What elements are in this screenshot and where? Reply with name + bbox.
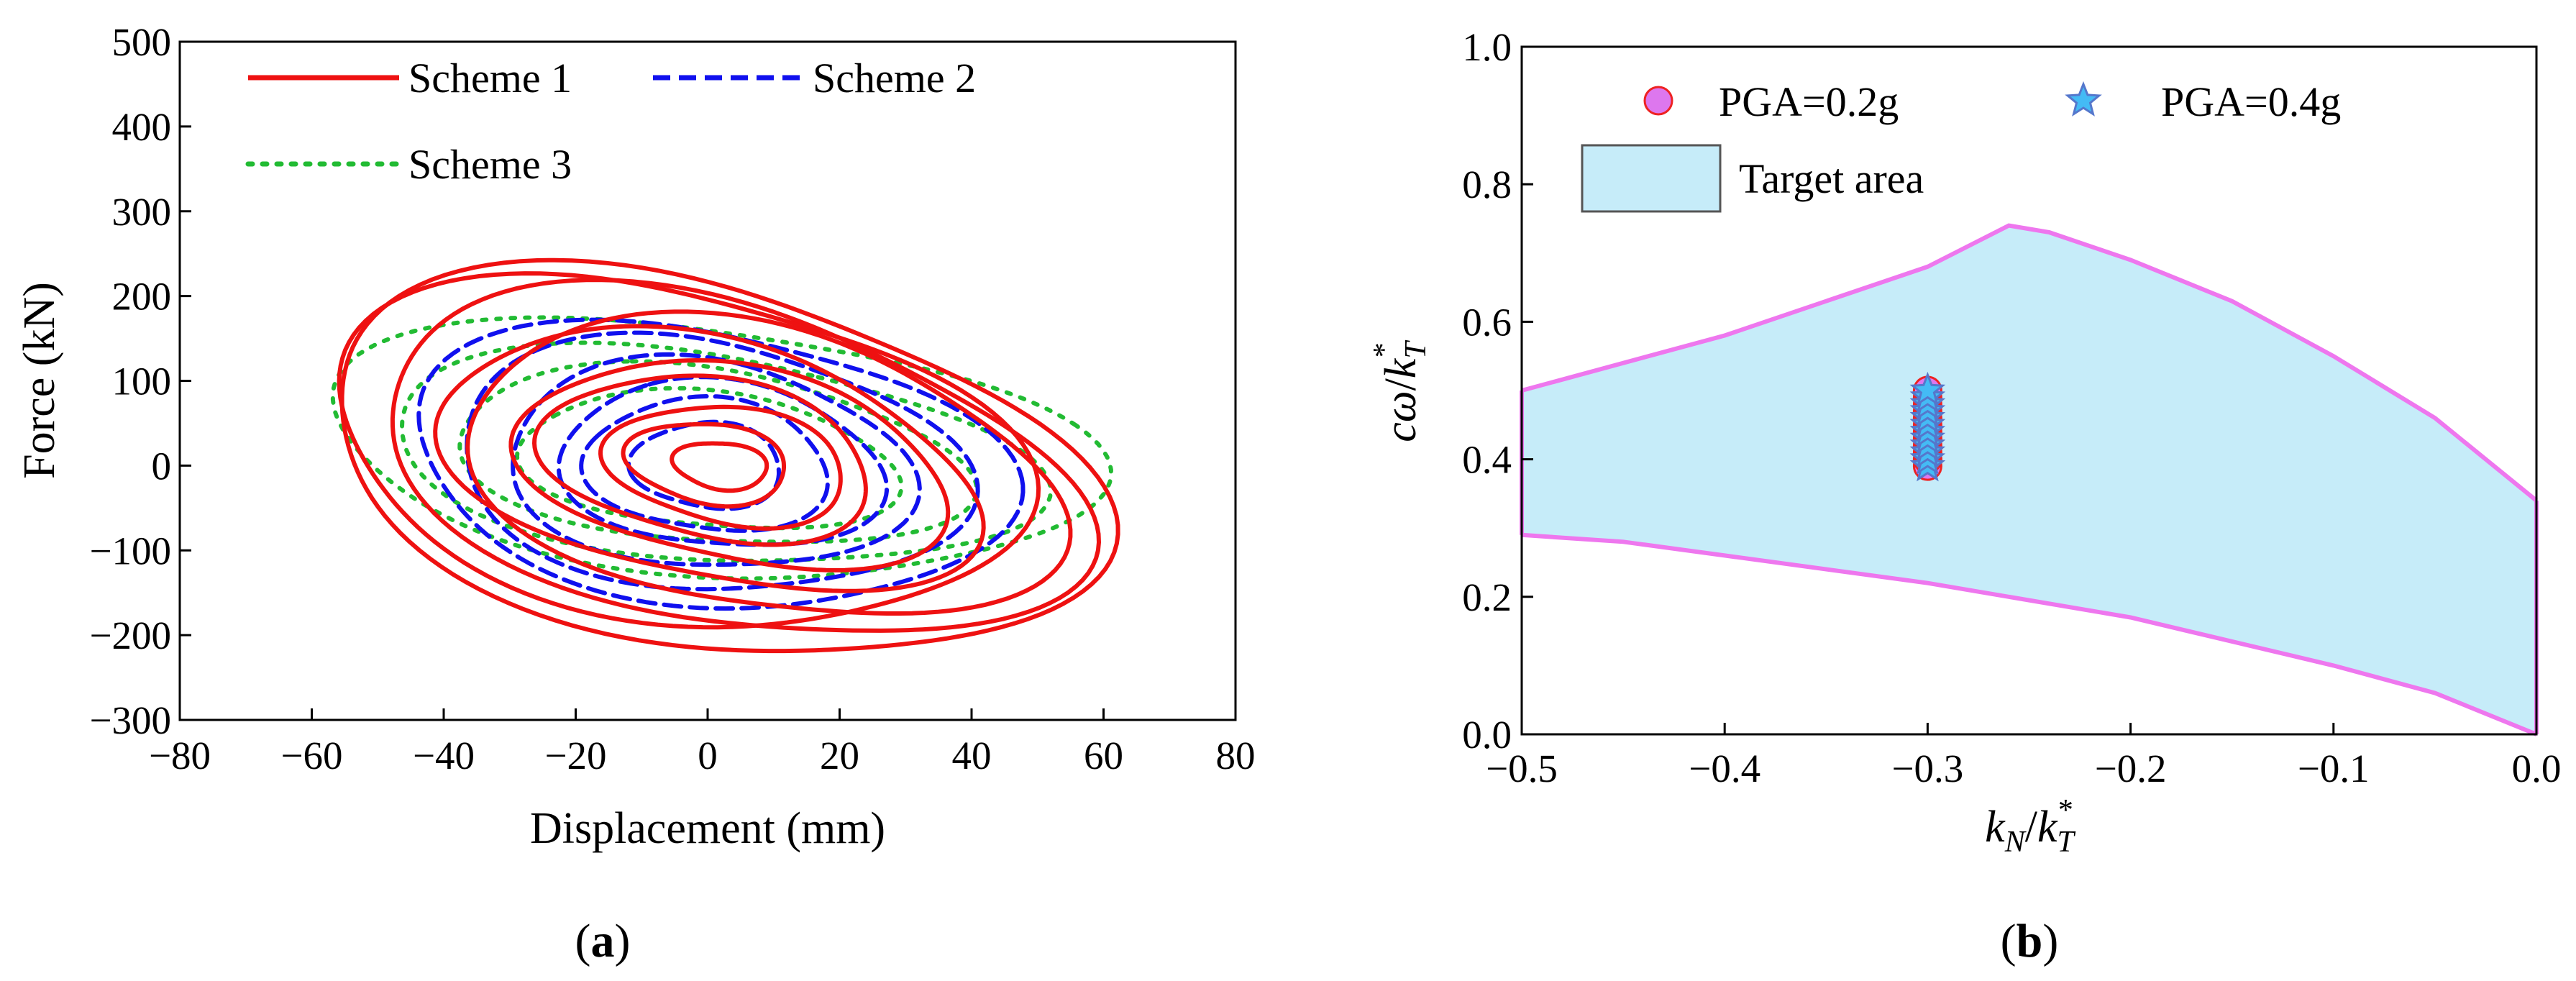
y-label-slash: / [1376,378,1425,391]
panel-a-x-axis-label: Displacement (mm) [530,804,885,853]
legend-label-scheme-2: Scheme 2 [813,55,976,101]
panel-a-x-tick-label: −40 [413,734,475,777]
panel-a-x-tick-label: −20 [544,734,606,777]
hysteresis-loop-scheme-1 [433,324,986,593]
legend-swatch-target-area [1581,144,1722,213]
legend-label-pga-0-4g: PGA=0.4g [2161,78,2341,125]
panel-b-target-area [1522,225,2536,735]
panel-a-caption: (a) [575,915,631,967]
hysteresis-loop-scheme-1 [337,271,1041,630]
hysteresis-loop-scheme-1 [390,278,1102,633]
panel-b-y-tick-label: 0.2 [1462,575,1512,619]
panel-b-target-area-lower-boundary [1521,532,2538,736]
hysteresis-loop-scheme-1 [508,357,951,572]
panel-b-y-ticks: 0.0 0.2 0.4 0.6 0.8 1.0 [1462,25,1533,757]
hysteresis-loop-scheme-2 [511,352,922,567]
panel-a-y-tick-label: −300 [89,698,171,742]
hysteresis-loop-scheme-1 [531,373,868,547]
panel-b-y-tick-label: 0.4 [1462,438,1512,482]
panel-b-parameter-chart: −0.5 −0.4 −0.3 −0.2 −0.1 0.0 0.0 0.2 0.4 0.6 0.8 1… [1368,25,2561,967]
panel-b-plot-frame [1520,45,2538,736]
panel-b-x-tick-label: −0.2 [2095,747,2167,790]
hysteresis-loop-scheme-1 [339,257,1120,654]
hysteresis-loop-scheme-2 [626,419,781,511]
panel-b-x-tick-label: 0.0 [2512,747,2562,790]
panel-b-caption: (b) [2001,915,2059,967]
panel-b-y-tick-label: 0.6 [1462,300,1512,344]
panel-a-loops [330,257,1120,654]
hysteresis-loop-scheme-1 [598,404,843,531]
legend-marker-pga-0-2g [1643,86,1673,116]
hysteresis-loop-scheme-2 [465,330,980,592]
legend-label-scheme-3: Scheme 3 [408,141,572,188]
panel-b-caption-letter: b [2017,915,2043,967]
panel-a-x-tick-label: 80 [1216,734,1256,777]
panel-a-x-tick-label: 0 [698,734,718,777]
panel-a-y-tick-label: 0 [152,444,172,488]
panel-a-legend: Scheme 1 Scheme 2 Scheme 3 [245,55,976,188]
panel-a-caption-letter: a [591,915,615,967]
x-label-slash: / [2025,803,2038,852]
x-label-sub-t: T [2057,826,2075,859]
panel-a-y-tick-label: −100 [89,529,171,572]
panel-b-x-tick-label: −0.1 [2298,747,2370,790]
panel-b-x-tick-label: −0.4 [1689,747,1760,790]
panel-a-y-tick-label: 100 [112,360,172,403]
panel-b-y-tick-label: 0.8 [1462,163,1512,206]
hysteresis-loop-scheme-2 [579,394,830,533]
x-label-k2: k [2037,803,2058,852]
hysteresis-loop-scheme-1 [621,421,786,509]
legend-label-target-area: Target area [1739,155,1924,202]
panel-a-x-tick-label: 20 [820,734,859,777]
panel-a-y-ticks: −300 −200 −100 0 100 200 300 400 500 [89,20,191,742]
legend-label-pga-0-2g: PGA=0.2g [1719,78,1899,125]
panel-b-legend: PGA=0.2g PGA=0.4g Target area [1581,78,2341,213]
legend-marker-pga-0-4g [2065,81,2102,117]
hysteresis-loop-scheme-3 [330,315,1113,581]
scatter-point-pga-0-4g [1909,371,1946,406]
panel-b-x-tick-label: −0.3 [1892,747,1964,790]
panel-a-x-tick-label: 60 [1084,734,1123,777]
panel-b-x-axis-label: kN/kT* [1985,794,2075,859]
panel-a-x-ticks: −80 −60 −40 −20 0 20 40 60 80 [149,708,1256,777]
x-label-star: * [2058,794,2073,827]
panel-a-y-tick-label: 500 [112,20,172,64]
panel-a-y-tick-label: 400 [112,105,172,149]
panel-b-x-ticks: −0.5 −0.4 −0.3 −0.2 −0.1 0.0 [1486,723,2561,790]
panel-b-target-area-upper-boundary [1521,223,2538,503]
y-label-c-omega: cω [1376,391,1425,442]
x-label-sub-n: N [2004,826,2027,859]
panel-a-y-axis-label: Force (kN) [15,282,64,479]
panel-a-y-tick-label: 300 [112,190,172,234]
legend-label-scheme-1: Scheme 1 [408,55,572,101]
panel-a-y-tick-label: −200 [89,613,171,657]
y-label-k: k [1376,357,1425,378]
panel-b-y-tick-label: 1.0 [1462,25,1512,69]
panel-a-x-tick-label: −80 [149,734,211,777]
hysteresis-loop-scheme-1 [465,309,1073,616]
y-label-star: * [1368,342,1401,357]
x-label-k: k [1985,803,2006,852]
panel-b-y-axis-label: cω/kT* [1368,340,1433,442]
panel-b-scatter-points [1909,371,1946,482]
hysteresis-loop-scheme-1 [670,441,769,493]
panel-a-y-tick-label: 200 [112,275,172,319]
panel-b-x-tick-label: −0.5 [1486,747,1558,790]
panel-b-y-tick-label: 0.0 [1462,713,1512,757]
panel-a-x-tick-label: 40 [952,734,992,777]
y-label-sub-t: T [1399,340,1433,359]
panel-a-hysteresis-chart: −80 −60 −40 −20 0 20 40 60 80 −300−200−100010020… [15,20,1256,967]
panel-a-x-tick-label: −60 [280,734,342,777]
